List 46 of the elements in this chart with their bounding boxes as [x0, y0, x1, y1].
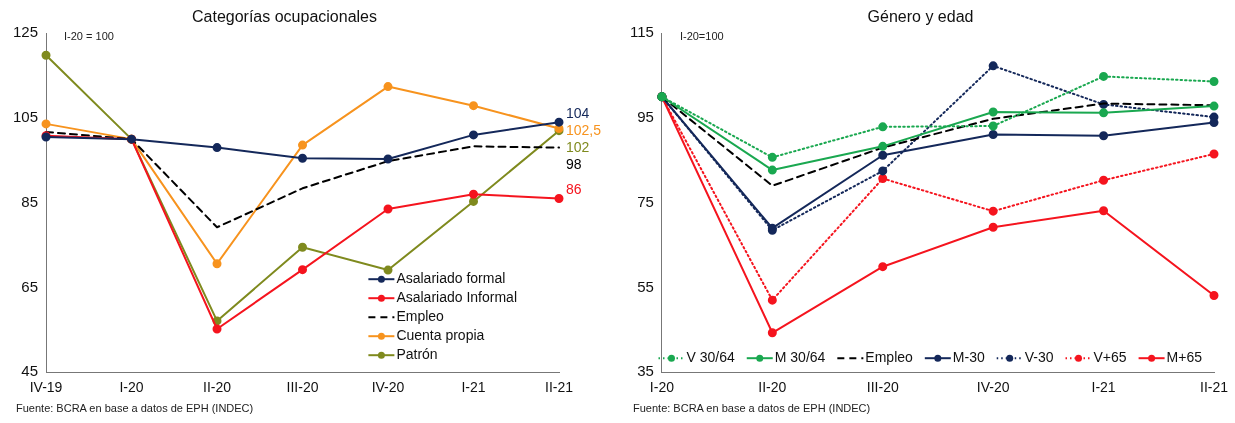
y-tick-label: 125 — [13, 23, 39, 41]
x-tick-label: II-20 — [758, 379, 787, 396]
y-tick-label: 75 — [637, 192, 654, 210]
x-tick-label: I-20 — [649, 379, 675, 396]
y-tick-label: 35 — [637, 362, 654, 380]
y-tick-label: 85 — [21, 192, 39, 210]
data-label: 102,5 — [566, 122, 602, 139]
data-label: 102 — [566, 139, 590, 156]
legend-label: Empleo — [865, 349, 914, 366]
y-tick-label: 95 — [637, 108, 654, 126]
data-label: 98 — [566, 156, 582, 173]
annotation: I-20 = 100 — [64, 30, 114, 43]
legend-label: V-30 — [1024, 349, 1054, 366]
legend-label: Asalariado Informal — [396, 289, 518, 306]
x-tick-label: III-20 — [866, 379, 899, 396]
x-tick-label: IV-19 — [29, 379, 63, 396]
x-tick-label: II-21 — [1199, 379, 1229, 396]
y-tick-label: 55 — [637, 277, 654, 295]
x-tick-label: III-20 — [286, 379, 319, 396]
y-tick-label: 65 — [21, 277, 39, 295]
x-tick-label: I-21 — [1091, 379, 1116, 396]
data-label: 104 — [566, 105, 590, 122]
y-tick-label: 105 — [13, 108, 39, 126]
source-note: Fuente: BCRA en base a datos de EPH (INDEC) — [15, 402, 255, 414]
legend-label: M+65 — [1166, 349, 1203, 366]
legend-label: M-30 — [952, 349, 985, 366]
y-tick-label: 45 — [21, 362, 39, 380]
legend-label: Cuenta propia — [396, 327, 485, 344]
annotation: I-20=100 — [679, 30, 724, 43]
x-tick-label: IV-20 — [976, 379, 1010, 396]
legend-label: Empleo — [396, 308, 445, 325]
legend-label: Asalariado formal — [396, 270, 506, 287]
legend-label: M 30/64 — [774, 349, 826, 366]
data-label: 86 — [566, 181, 582, 198]
chart-title: Género y edad — [867, 8, 974, 26]
source-note: Fuente: BCRA en base a datos de EPH (INDEC) — [632, 402, 872, 414]
x-tick-label: IV-20 — [371, 379, 405, 396]
x-tick-label: II-20 — [203, 379, 232, 396]
legend-label: V 30/64 — [686, 349, 735, 366]
x-tick-label: II-21 — [544, 379, 574, 396]
legend-label: V+65 — [1093, 349, 1127, 366]
y-tick-label: 115 — [629, 23, 654, 41]
x-tick-label: I-21 — [461, 379, 486, 396]
x-tick-label: I-20 — [119, 379, 144, 396]
legend-label: Patrón — [396, 346, 438, 363]
chart-title: Categorías ocupacionales — [191, 8, 378, 26]
